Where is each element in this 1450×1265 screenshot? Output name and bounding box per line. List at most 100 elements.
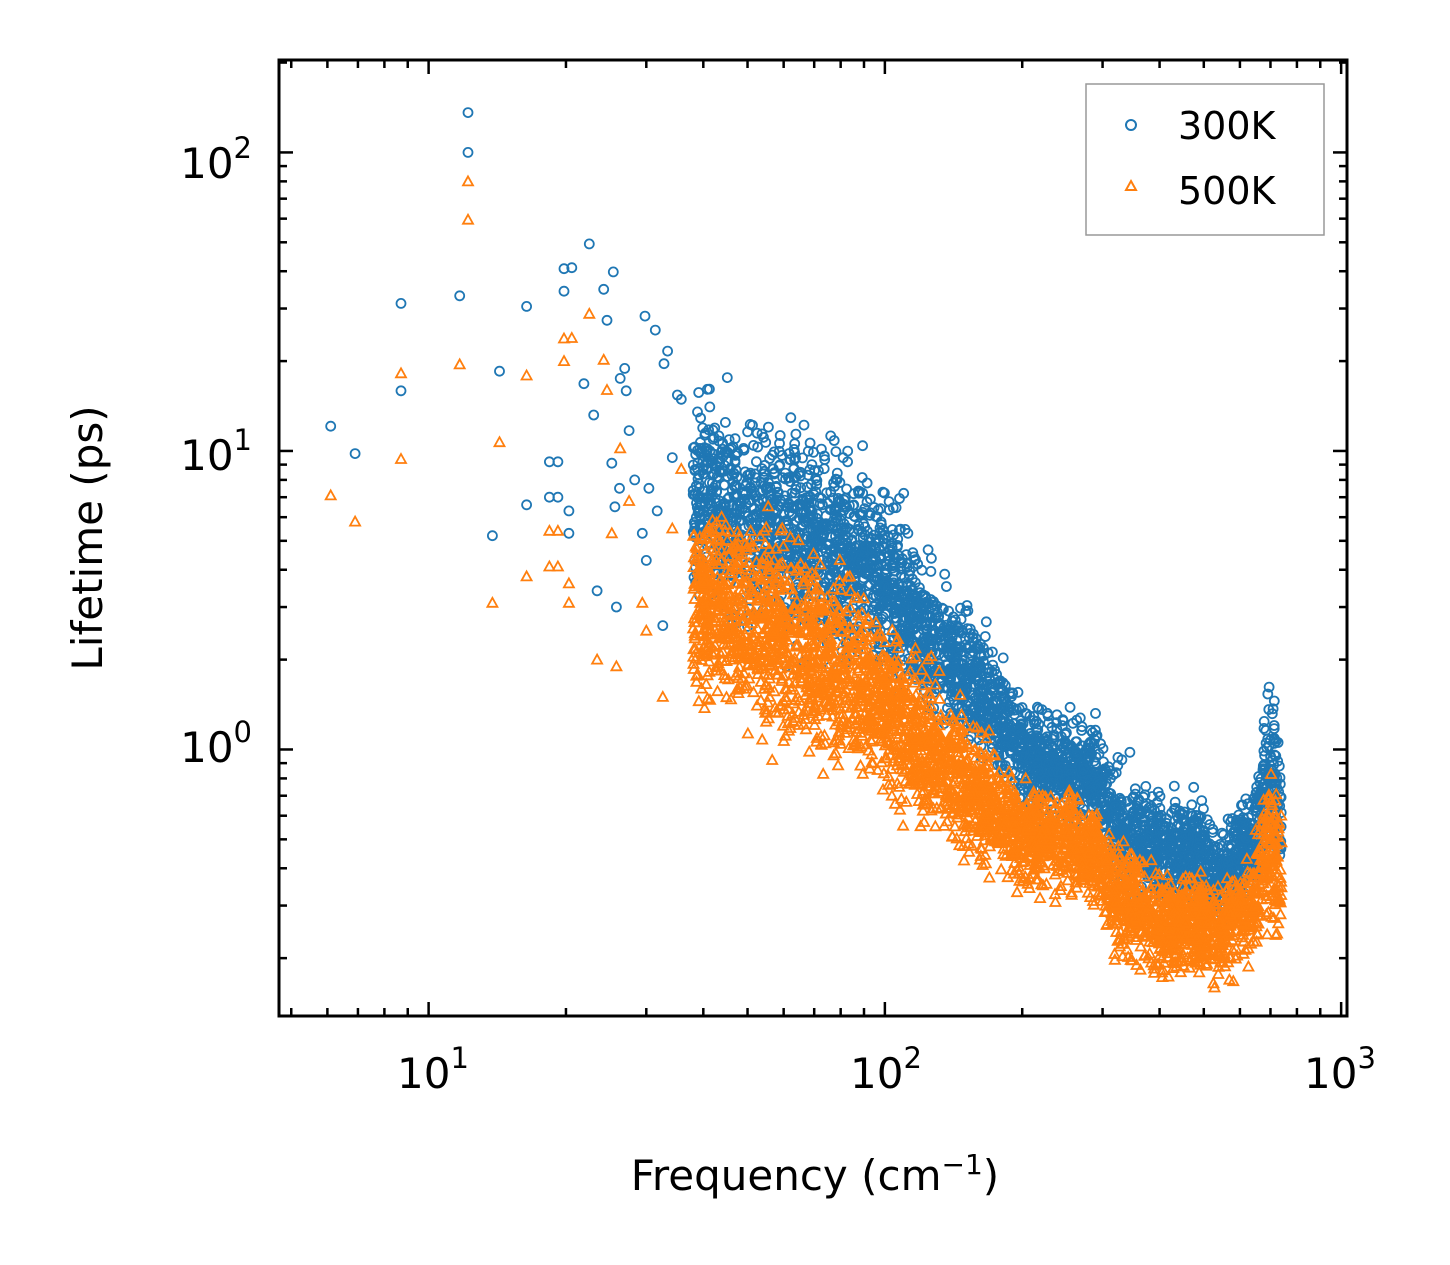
- point-300K-b1213: [713, 430, 725, 442]
- point-300K-b3459: [800, 544, 812, 556]
- point-300K-b3319: [1268, 695, 1280, 707]
- point-300K-b3369: [1195, 811, 1207, 823]
- point-300K-b3177: [891, 604, 903, 616]
- point-300K-b3325: [1076, 721, 1088, 733]
- point-300K-b215: [856, 472, 868, 483]
- point-500K-b1060: [710, 684, 725, 697]
- point-300K-b2700: [880, 564, 892, 575]
- point-500K-b772: [1107, 947, 1122, 959]
- point-500K-b1188: [1240, 852, 1254, 864]
- point-500K-b648: [924, 649, 938, 662]
- point-300K-b3086: [847, 500, 859, 511]
- point-300K-b3501: [957, 625, 968, 636]
- point-300K-b2507: [1178, 809, 1189, 820]
- point-300K-b1830: [979, 631, 991, 642]
- point-300K-b3454: [940, 659, 952, 670]
- point-300K-b2177: [1033, 718, 1045, 730]
- point-300K-b2944: [1273, 760, 1285, 772]
- point-300K-b3598: [767, 493, 779, 505]
- point-300K-b3260: [848, 510, 860, 522]
- point-300K-b1994: [1263, 740, 1275, 752]
- point-300K-b3596: [1059, 773, 1070, 785]
- point-500K-b629: [689, 674, 704, 687]
- point-300K-b3311: [791, 551, 803, 563]
- point-300K-b2075: [763, 421, 774, 433]
- point-300K-b2124: [879, 569, 891, 580]
- point-300K-p8: [494, 365, 505, 377]
- point-300K-b3560: [1143, 831, 1154, 843]
- point-300K-b3244: [1012, 750, 1023, 762]
- point-500K-p9: [520, 368, 534, 381]
- point-300K-b2971: [797, 519, 809, 530]
- point-300K-b2985: [1029, 718, 1040, 730]
- point-300K-b3524: [903, 569, 915, 581]
- point-300K-b3561: [1118, 822, 1130, 834]
- point-300K-b2958: [841, 501, 853, 513]
- point-300K-b3278: [707, 469, 718, 481]
- point-300K-b1652: [1263, 704, 1275, 715]
- point-300K-b1054: [693, 387, 705, 398]
- point-500K-b1155: [758, 537, 773, 549]
- point-300K-b3576: [1011, 722, 1023, 734]
- point-300K-b2031: [1041, 731, 1053, 743]
- point-300K-p6: [462, 146, 474, 158]
- point-300K-b3261: [834, 527, 846, 539]
- point-300K-b3574: [994, 681, 1006, 693]
- point-300K-b3405: [895, 623, 907, 635]
- point-300K-b2186: [1085, 737, 1097, 749]
- point-300K-b3351: [892, 578, 904, 589]
- point-300K-b1025: [772, 486, 784, 498]
- point-300K-b423: [811, 479, 823, 491]
- point-300K-b3456: [865, 493, 876, 505]
- point-300K-b3200: [697, 464, 709, 476]
- point-300K-b3463: [1065, 768, 1077, 779]
- point-300K-b2681: [748, 502, 760, 514]
- point-500K-p2: [394, 366, 408, 379]
- point-300K-b2781: [1260, 737, 1272, 749]
- point-300K-b2073: [1064, 701, 1076, 713]
- point-300K-b3380: [831, 474, 843, 486]
- point-300K-p18: [563, 527, 575, 539]
- point-500K-b1276: [1083, 890, 1097, 902]
- point-500K-b303: [775, 556, 789, 568]
- point-300K-b2296: [718, 479, 730, 491]
- point-500K-p29: [639, 623, 653, 636]
- point-300K-b2541: [730, 479, 742, 491]
- point-500K-b1191: [769, 541, 783, 554]
- point-300K-b3225: [817, 532, 829, 544]
- point-300K-p37: [639, 310, 651, 322]
- point-300K-b2595: [728, 490, 740, 502]
- point-300K-b3434: [1035, 748, 1046, 760]
- point-300K-p22: [588, 409, 600, 421]
- point-500K-b183: [809, 568, 823, 581]
- point-300K-p9: [521, 300, 532, 312]
- point-300K-b3577: [805, 523, 816, 535]
- point-300K-b1497: [1218, 829, 1229, 841]
- point-300K-b3593: [824, 519, 836, 531]
- point-300K-b3520: [874, 581, 886, 592]
- point-300K-b3330: [704, 401, 716, 413]
- point-500K-b498: [952, 838, 966, 851]
- point-300K-b2315: [699, 427, 711, 439]
- point-500K-b856: [1136, 855, 1150, 868]
- point-500K-b114: [1037, 797, 1051, 810]
- point-300K-b3186: [791, 501, 803, 512]
- point-300K-b2788: [1269, 749, 1280, 761]
- point-300K-b502: [747, 419, 758, 431]
- point-300K-p34: [623, 425, 635, 437]
- point-300K-b2893: [1039, 733, 1051, 744]
- point-300K-b2472: [748, 439, 759, 451]
- point-300K-b3388: [1171, 820, 1183, 832]
- point-300K-b2876: [1257, 760, 1269, 772]
- point-500K-b946: [828, 696, 842, 709]
- point-300K-b3464: [1058, 741, 1070, 752]
- point-300K-p4: [454, 290, 466, 302]
- point-300K-b3534: [1098, 756, 1109, 768]
- point-300K-p14: [552, 491, 564, 503]
- point-300K-b2766: [1057, 720, 1068, 732]
- point-300K-b3274: [781, 515, 793, 527]
- point-500K-p10: [520, 569, 534, 582]
- point-300K-b3122: [853, 487, 865, 499]
- point-300K-b3567: [877, 533, 889, 545]
- point-300K-b3578: [945, 673, 956, 685]
